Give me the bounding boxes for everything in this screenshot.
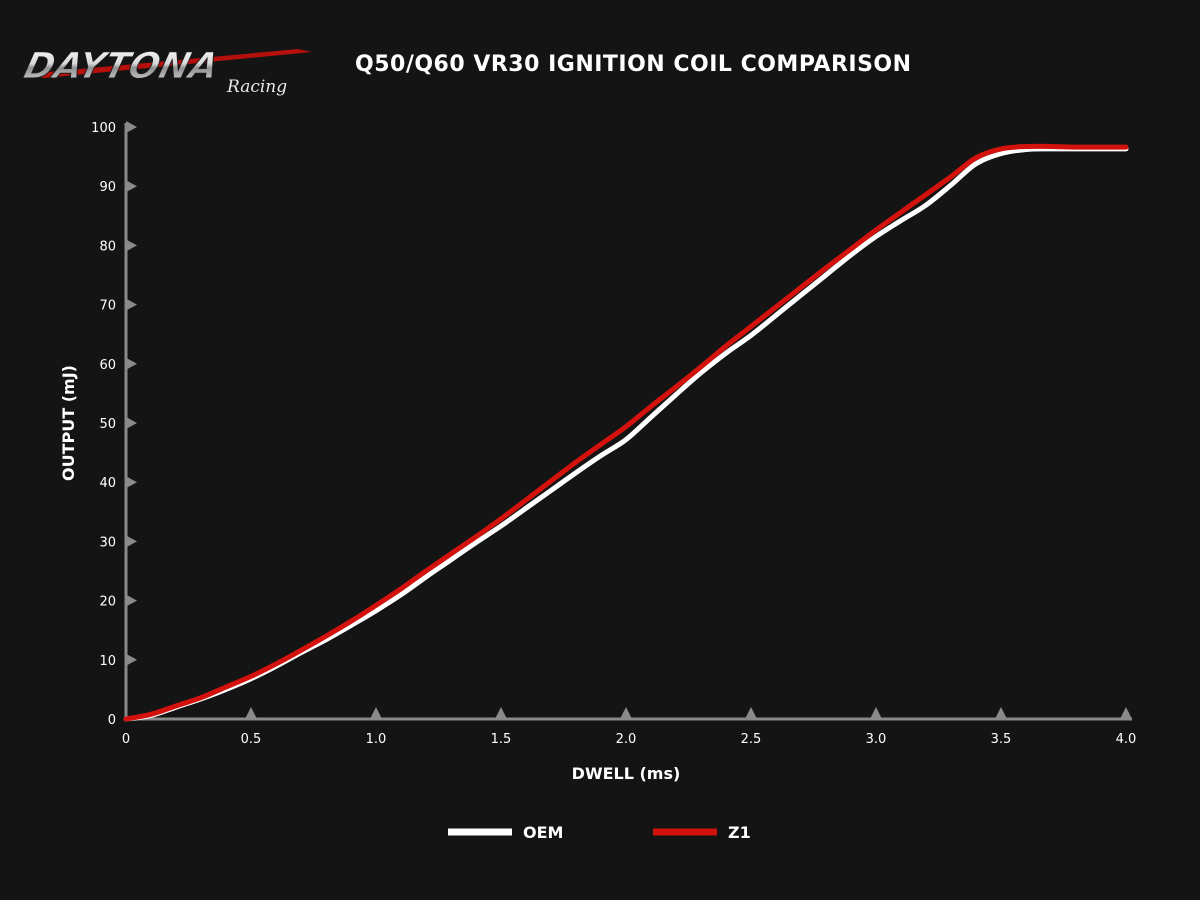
y-tick-mark	[126, 121, 137, 133]
y-tick-mark	[126, 476, 137, 489]
y-axis-label: OUTPUT (mJ)	[59, 365, 78, 481]
x-tick-mark	[495, 707, 507, 719]
x-tick-mark	[620, 707, 632, 719]
legend-label-oem: OEM	[523, 823, 563, 842]
y-tick-label: 40	[99, 476, 116, 491]
series-line-oem	[123, 146, 1129, 722]
series-lines	[123, 143, 1129, 722]
y-tick-mark	[126, 239, 137, 252]
y-tick-label: 30	[99, 535, 116, 550]
y-tick-label: 60	[99, 358, 116, 373]
x-tick-label: 3.5	[991, 732, 1012, 747]
y-tick-mark	[126, 594, 137, 607]
axes: 0 10 20 30 40 50 60 70 80 90 100 0 0.5 1.0 1.5 2.0 2.5 3.…	[91, 121, 1136, 747]
y-tick-label: 100	[91, 121, 116, 136]
x-tick-mark	[245, 707, 257, 719]
y-tick-mark	[126, 417, 137, 429]
x-tick-label: 3.0	[866, 732, 887, 747]
y-tick-mark	[126, 535, 137, 548]
x-tick-label: 1.0	[366, 732, 387, 747]
x-tick-mark	[995, 707, 1007, 719]
y-tick-label: 80	[99, 239, 116, 254]
y-tick-label: 90	[99, 180, 116, 195]
y-tick-label: 10	[99, 654, 116, 669]
y-tick-mark	[126, 180, 137, 193]
daytona-logo: DAYTONA Racing	[22, 44, 312, 97]
x-tick-label: 2.0	[616, 732, 637, 747]
y-tick-mark	[126, 357, 137, 370]
series-line-z1	[123, 143, 1129, 722]
chart-header: DAYTONA Racing Q50/Q60 VR30 IGNITION COI…	[0, 0, 1200, 110]
x-tick-label: 1.5	[491, 732, 512, 747]
x-tick-mark	[1120, 707, 1132, 719]
x-tick-label: 0.5	[241, 732, 262, 747]
x-axis-label: DWELL (ms)	[572, 764, 681, 783]
x-tick-label: 0	[122, 732, 130, 747]
x-tick-mark	[870, 707, 882, 719]
x-tick-mark	[370, 707, 382, 719]
y-tick-label: 0	[108, 713, 116, 728]
logo-wordmark: DAYTONA	[22, 45, 223, 87]
legend: OEM Z1	[448, 823, 751, 842]
x-tick-label: 2.5	[741, 732, 762, 747]
y-tick-mark	[126, 298, 137, 311]
chart-title: Q50/Q60 VR30 IGNITION COIL COMPARISON	[355, 52, 912, 77]
y-tick-label: 70	[99, 299, 116, 314]
y-tick-mark	[126, 653, 137, 666]
x-tick-mark	[745, 707, 757, 719]
y-tick-label: 20	[99, 595, 116, 610]
x-tick-label: 4.0	[1116, 732, 1137, 747]
y-tick-label: 50	[99, 417, 116, 432]
logo-subtext: Racing	[226, 77, 287, 97]
legend-label-z1: Z1	[728, 823, 751, 842]
